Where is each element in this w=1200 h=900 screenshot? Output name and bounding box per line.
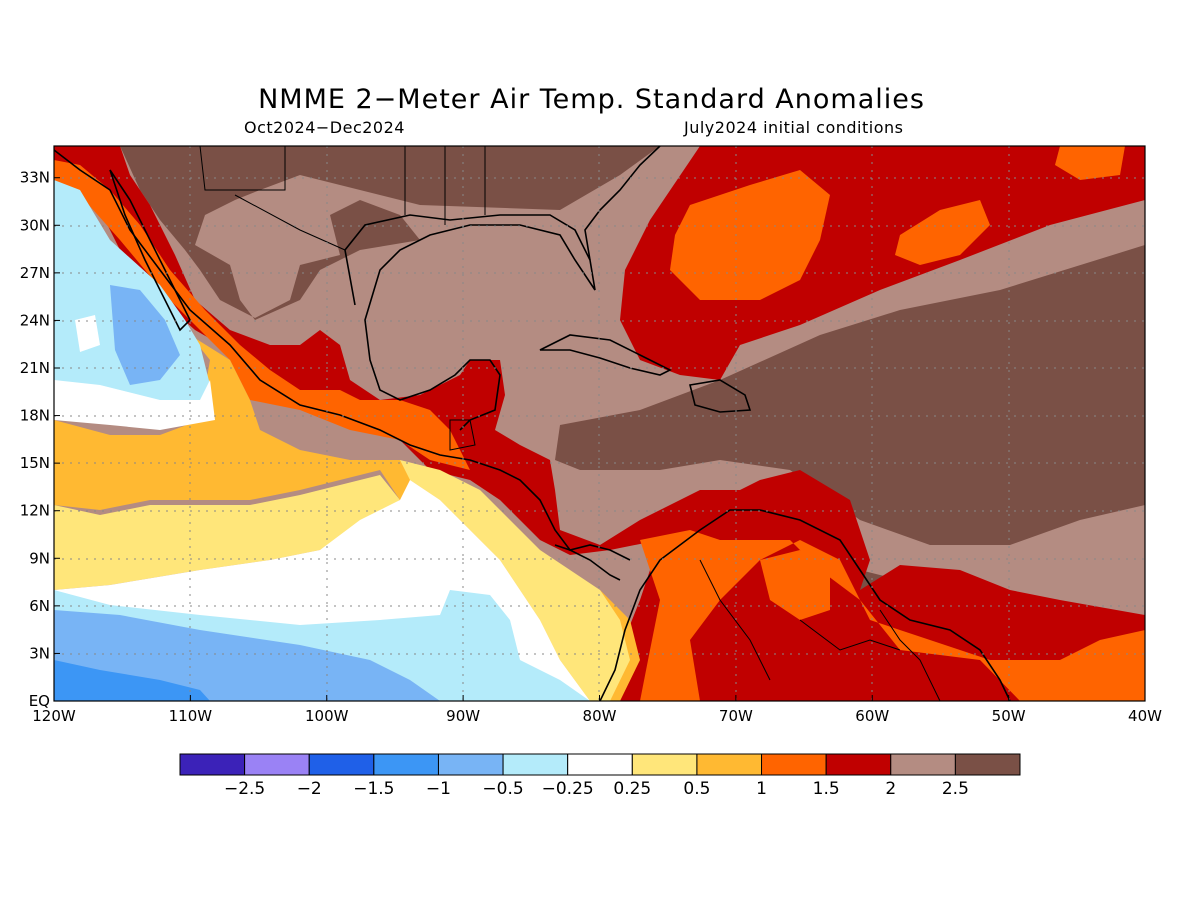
coast-hispaniola bbox=[689, 379, 752, 413]
lat-tick-label: 30N bbox=[20, 216, 50, 234]
anomaly-field bbox=[54, 146, 1145, 701]
field-orange-guiana bbox=[760, 550, 830, 620]
forecast-period: Oct2024−Dec2024 bbox=[244, 118, 405, 137]
colorbar-swatch bbox=[696, 753, 763, 776]
lon-tick-label: 80W bbox=[583, 707, 617, 725]
colorbar-swatch bbox=[373, 753, 439, 776]
coast-gulf-mexico bbox=[344, 214, 596, 431]
lon-tick-label: 100W bbox=[305, 707, 349, 725]
political-borders bbox=[54, 146, 941, 701]
colorbar-label: 2.5 bbox=[942, 779, 969, 799]
longitude-ticks: 120W 110W 100W 90W 80W 70W 60W 50W 40W bbox=[32, 695, 1162, 725]
field-yellow-light-pacific bbox=[54, 475, 400, 590]
lon-tick-label: 70W bbox=[719, 707, 753, 725]
colorbar-label: −2 bbox=[297, 779, 322, 799]
lon-tick-label: 40W bbox=[1128, 707, 1162, 725]
field-orange-east-pacific bbox=[54, 160, 470, 470]
colorbar-swatch bbox=[631, 753, 698, 776]
colorbar-labels: −2.5 −2 −1.5 −1 −0.5 −0.25 0.25 0.5 1 1.5 2 2.5 bbox=[224, 779, 969, 799]
colorbar-swatch bbox=[308, 753, 375, 776]
colorbar-swatch bbox=[825, 753, 892, 776]
colorbar bbox=[179, 753, 1021, 776]
coast-baja bbox=[109, 169, 191, 332]
colorbar-label: 2 bbox=[885, 779, 896, 799]
colorbar-swatch bbox=[567, 753, 633, 776]
colorbar-swatch bbox=[179, 753, 246, 776]
coast-south-america bbox=[599, 509, 1011, 701]
lon-tick-label: 110W bbox=[169, 707, 213, 725]
map-title: NMME 2−Meter Air Temp. Standard Anomalie… bbox=[258, 84, 925, 115]
colorbar-label: 1.5 bbox=[813, 779, 840, 799]
colorbar-label: 0.5 bbox=[683, 779, 710, 799]
lat-tick-label: 18N bbox=[20, 407, 50, 425]
lon-tick-label: 90W bbox=[446, 707, 480, 725]
field-yellow-central-am bbox=[400, 460, 630, 701]
coast-cuba bbox=[539, 334, 672, 376]
latitude-ticks: EQ 3N 6N 9N 12N 15N 18N 21N 24N 27N 30N 33N bbox=[20, 169, 60, 710]
lat-tick-label: 9N bbox=[29, 549, 50, 567]
lat-tick-label: 21N bbox=[20, 359, 50, 377]
colorbar-swatch bbox=[502, 753, 569, 776]
field-dark-brown-atlantic bbox=[555, 245, 1145, 545]
lat-tick-label: 33N bbox=[20, 169, 50, 187]
lat-tick-label: EQ bbox=[29, 692, 50, 710]
field-orange-atlantic-2 bbox=[895, 200, 990, 265]
colorbar-swatch bbox=[761, 753, 827, 776]
field-orange-atlantic-1 bbox=[670, 170, 830, 300]
coast-us-east bbox=[584, 146, 661, 261]
field-white-spot bbox=[75, 315, 100, 352]
initial-conditions: July2024 initial conditions bbox=[684, 118, 904, 137]
lat-tick-label: 3N bbox=[29, 644, 50, 662]
colorbar-label: −0.5 bbox=[482, 779, 523, 799]
lon-tick-label: 50W bbox=[992, 707, 1026, 725]
field-blue-baja bbox=[110, 285, 180, 385]
coast-panama bbox=[554, 544, 631, 561]
colorbar-label: −2.5 bbox=[224, 779, 265, 799]
field-blue-pacific-south bbox=[54, 610, 440, 701]
coast-north-america bbox=[54, 149, 621, 581]
coastlines bbox=[54, 146, 1011, 701]
field-orange-south-america bbox=[640, 530, 1145, 701]
lat-tick-label: 15N bbox=[20, 454, 50, 472]
colorbar-label: 0.25 bbox=[613, 779, 651, 799]
colorbar-label: −1.5 bbox=[353, 779, 394, 799]
lat-tick-label: 27N bbox=[20, 264, 50, 282]
colorbar-swatch bbox=[890, 753, 956, 776]
colorbar-swatch bbox=[954, 753, 1021, 776]
field-white-baja bbox=[54, 380, 215, 430]
colorbar-swatch bbox=[244, 753, 310, 776]
field-orange-atlantic-3 bbox=[1055, 146, 1125, 180]
colorbar-label: −0.25 bbox=[542, 779, 594, 799]
lat-tick-label: 12N bbox=[20, 502, 50, 520]
lat-tick-label: 24N bbox=[20, 311, 50, 329]
field-red-mexico-coast bbox=[54, 146, 1145, 701]
colorbar-swatch bbox=[437, 753, 504, 776]
colorbar-label: −1 bbox=[426, 779, 451, 799]
field-darkblue-pacific bbox=[54, 660, 210, 701]
colorbar-label: 1 bbox=[756, 779, 767, 799]
lat-tick-label: 6N bbox=[29, 597, 50, 615]
lon-tick-label: 120W bbox=[32, 707, 76, 725]
lon-tick-label: 60W bbox=[855, 707, 889, 725]
graticule bbox=[54, 146, 1145, 701]
